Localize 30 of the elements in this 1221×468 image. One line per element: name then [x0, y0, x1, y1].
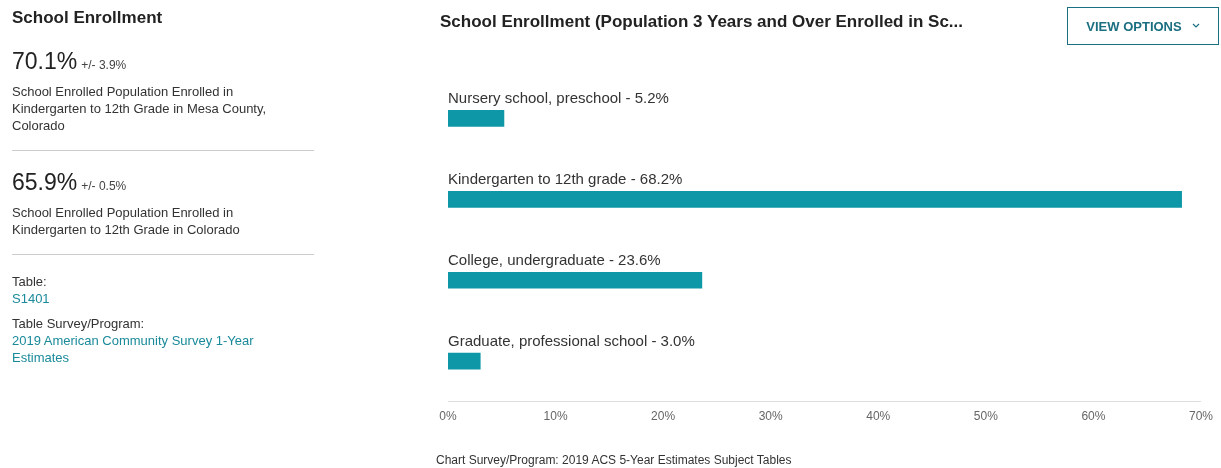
text: 2019 American Community Survey 1-Year Estimates [12, 332, 255, 366]
bar [448, 271, 703, 289]
text: S1401 [12, 290, 51, 307]
text: School Enrolled Population Enrolled in Kindergarten to 12th Grade in Colorado [12, 204, 241, 238]
y-tick-label: College, undergraduate - 23.6% [448, 250, 661, 268]
text: Chart Survey/Program: 2019 ACS 5-Year Estimates Subject Tables [436, 453, 792, 467]
text: School Enrollment [12, 8, 164, 29]
x-tick-label: 40% [866, 409, 891, 424]
bar [448, 352, 481, 370]
bar [448, 110, 505, 127]
x-tick-label: 0% [439, 409, 457, 424]
y-tick-label: Kindergarten to 12th grade - 68.2% [448, 169, 683, 187]
x-tick-label: 30% [758, 409, 784, 424]
text: Table Survey/Program: [12, 315, 146, 332]
text: School Enrolled Population Enrolled in Kindergarten to 12th Grade in Mesa County, Colorado [12, 83, 268, 134]
y-tick-label: Nursery school, preschool - 5.2% [448, 89, 669, 107]
text: +/- 3.9% [81, 58, 127, 72]
text: Table: [12, 273, 48, 290]
text: VIEW OPTIONS [1086, 18, 1182, 34]
chart-title: School Enrollment (Population 3 Years and Over Enrolled in Sc... [440, 12, 964, 32]
text: 65.9% [12, 169, 78, 195]
x-tick-label: 50% [973, 409, 999, 424]
x-tick-label: 70% [1188, 409, 1214, 424]
text: +/- 0.5% [81, 179, 127, 193]
x-tick-label: 60% [1081, 409, 1106, 424]
x-tick-label: 10% [543, 409, 568, 424]
bar [448, 191, 1182, 208]
y-tick-label: Graduate, professional school - 3.0% [448, 331, 695, 349]
text: 70.1% [12, 48, 78, 74]
x-tick-label: 20% [651, 409, 676, 424]
